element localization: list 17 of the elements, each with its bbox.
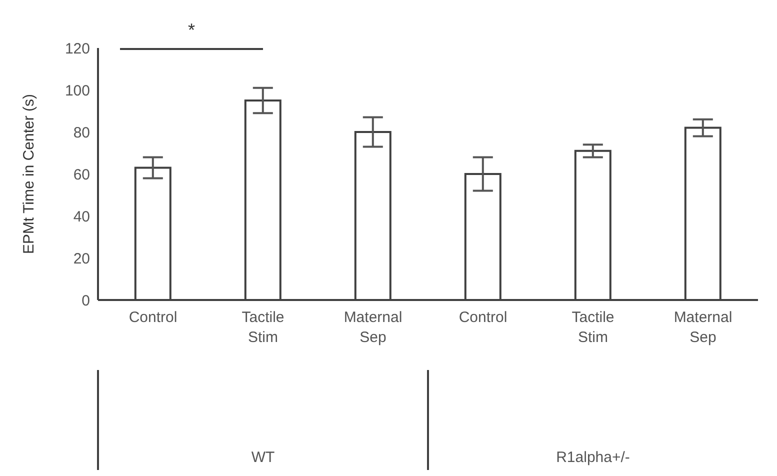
y-tick-label: 120: [64, 40, 90, 58]
y-tick-label: 60: [73, 166, 90, 184]
x-tick-label: Tactile Stim: [572, 309, 614, 346]
text: WT: [251, 449, 275, 466]
y-tick-label: 20: [73, 250, 90, 268]
x-tick-label: Maternal Sep: [344, 309, 402, 346]
y-tick-label: 80: [73, 124, 90, 142]
x-tick-label: Maternal Sep: [674, 309, 732, 346]
x-tick-label: Control: [128, 309, 178, 326]
text: *: [188, 20, 196, 40]
y-axis-title: EPMt Time in Center (s): [20, 94, 38, 254]
y-tick-label: 0: [82, 292, 90, 310]
text: R1alpha+/-: [556, 449, 630, 466]
y-tick-label: 100: [64, 82, 90, 100]
x-tick-label: Tactile Stim: [242, 309, 284, 346]
y-tick-label: 40: [73, 208, 90, 226]
x-tick-label: Control: [458, 309, 508, 326]
